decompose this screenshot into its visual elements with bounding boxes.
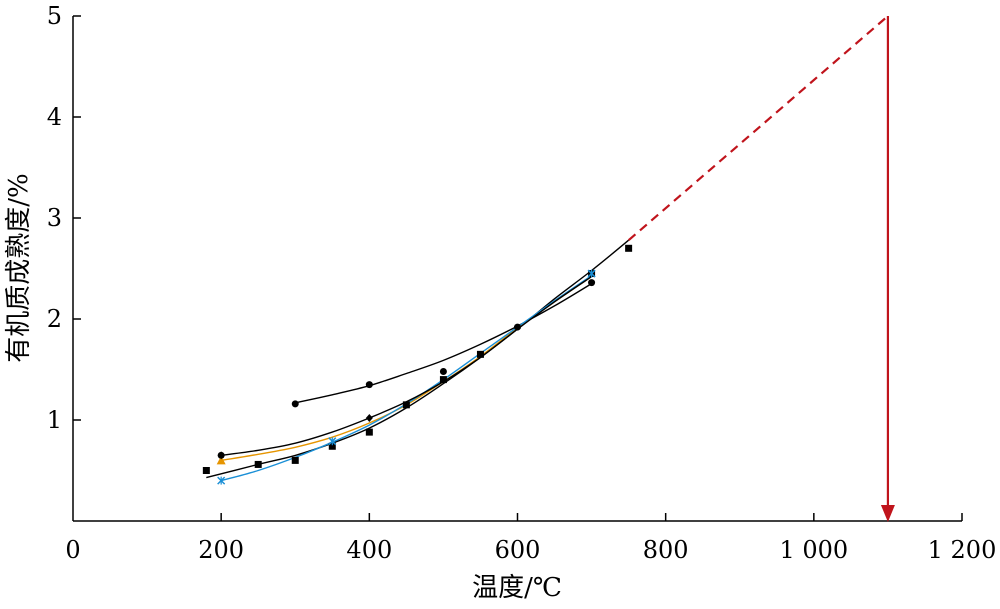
data-point-square [476, 350, 484, 358]
data-points [202, 244, 633, 485]
fit-curve-2 [221, 276, 592, 462]
fit-curve-4 [221, 276, 592, 457]
y-tick-label: 1 [47, 406, 62, 434]
data-point-square [402, 401, 410, 409]
data-point-diamond [365, 413, 373, 422]
fit-curve-0 [295, 283, 592, 404]
data-point-circle [291, 400, 299, 408]
y-tick-label: 5 [47, 2, 62, 30]
data-point-triangle [216, 455, 226, 465]
tick-labels: 0 200 400 600 800 1 000 1 200 1 2 3 4 5 [47, 2, 997, 564]
y-axis-title: 有机质成熟度/% [4, 173, 34, 362]
data-point-square [291, 456, 299, 464]
data-point-circle [514, 323, 521, 331]
extrapolation-line [627, 15, 889, 242]
data-point-square [254, 460, 262, 468]
x-tick-label: 1 000 [779, 536, 848, 564]
data-point-square [328, 442, 336, 450]
data-point-cross [328, 437, 337, 446]
data-point-circle [365, 381, 373, 389]
x-tick-label: 0 [65, 536, 80, 564]
data-point-cross [217, 476, 226, 485]
fit-curve-3 [221, 275, 592, 482]
y-tick-label: 3 [47, 204, 62, 232]
y-tick-label: 4 [47, 103, 62, 131]
plot-axes [72, 15, 963, 522]
data-point-circle [439, 368, 447, 376]
arrow-head [880, 505, 895, 522]
x-tick-label: 400 [346, 536, 392, 564]
x-tick-label: 800 [643, 536, 689, 564]
x-tick-label: 600 [495, 536, 541, 564]
x-tick-label: 1 200 [928, 536, 997, 564]
data-point-square [439, 376, 447, 384]
data-point-square [365, 428, 373, 436]
data-point-square [625, 244, 633, 252]
x-tick-label: 200 [198, 536, 244, 564]
fit-curve-1 [206, 239, 630, 479]
y-tick-label: 2 [47, 305, 62, 333]
data-point-diamond [217, 451, 225, 460]
data-point-cross [587, 269, 596, 278]
data-point-circle [588, 279, 596, 287]
fit-curves [206, 239, 630, 482]
data-point-square [202, 467, 210, 474]
extrapolation [627, 15, 895, 522]
x-axis-title: 温度/℃ [472, 573, 562, 603]
